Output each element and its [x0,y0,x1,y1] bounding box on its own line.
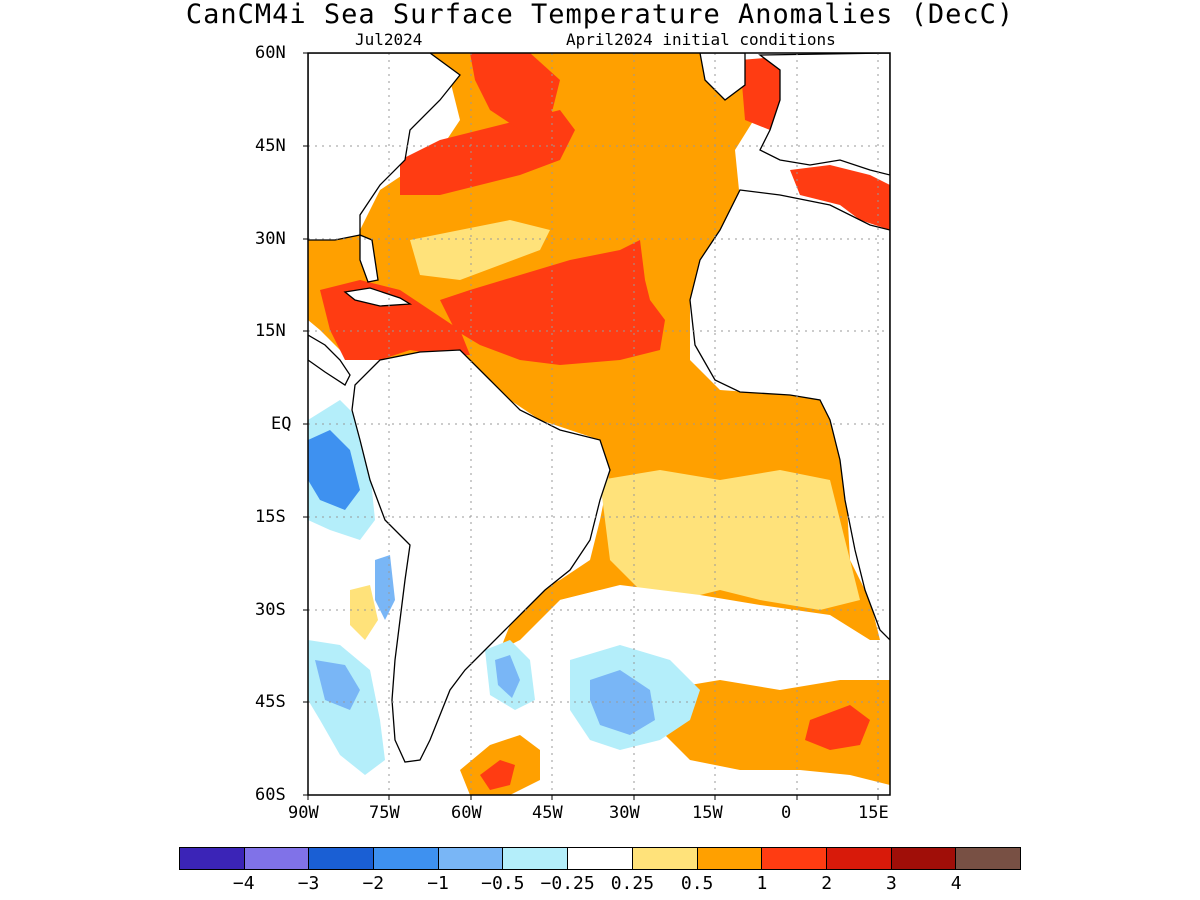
pacific-south-cooler [315,660,360,710]
legend-label: 4 [950,873,962,894]
lon-label-45w: 45W [532,803,563,823]
lon-label-15w: 15W [692,803,723,823]
graticule [308,53,890,795]
map-title: CanCM4i Sea Surface Temperature Anomalie… [185,0,1015,30]
legend-label: −3 [297,873,320,894]
cuba-land [343,287,413,307]
gulf-stream-warm [400,110,575,195]
lat-label-30n: 30N [255,229,286,249]
legend-swatch [762,848,827,869]
falklands-strong-warm [480,760,515,790]
central-america-land [308,334,351,386]
legend-swatch [697,848,763,869]
legend-label: 0.25 [610,873,655,894]
legend-swatch [632,848,698,869]
legend-swatch [180,848,245,869]
lat-label-30s: 30S [255,600,286,620]
land-masses [308,53,890,763]
mid-atlantic-pale-band [410,220,550,280]
lat-label-15n: 15N [255,321,286,341]
north-atlantic-strong-warm [440,240,665,365]
lon-label-0: 0 [781,803,792,823]
lon-label-90w: 90W [288,803,319,823]
legend-label: 1 [756,873,768,894]
tropical-pale-band [600,470,860,610]
initial-conditions-label: April2024 initial conditions [566,30,836,49]
south-atlantic-neutral [560,585,890,690]
legend-label: −2 [362,873,385,894]
europe-land [758,53,890,176]
lon-label-75w: 75W [369,803,400,823]
africa-land [689,189,890,641]
chile-cool-strip [375,555,395,620]
tick-marks [303,52,879,800]
south-atlantic-warm [660,680,890,785]
lat-label-15s: 15S [255,507,286,527]
pacific-west-cooler [308,430,360,510]
legend-label: −4 [232,873,255,894]
pacific-warm-spot [350,585,378,640]
legend-swatch [309,848,375,869]
subpolar-warm [470,53,560,130]
legend-swatch [438,848,504,869]
lat-label-eq: EQ [271,414,292,434]
south-atlantic-cooler [590,670,655,735]
legend-swatch [891,848,957,869]
north-america-land [308,53,461,241]
lat-label-60s: 60S [255,785,286,805]
mediterranean-warm [790,165,890,230]
legend-swatch [374,848,439,869]
valid-month-label: Jul2024 [355,30,423,49]
lat-label-60n: 60N [255,43,286,63]
legend-label: 2 [821,873,833,894]
lat-label-45n: 45N [255,136,286,156]
legend-swatch [503,848,569,869]
legend-swatch [826,848,892,869]
legend-label: −0.5 [481,873,525,894]
legend-swatch [568,848,633,869]
greenland-edge-land [699,53,746,101]
legend-label: −1 [427,873,449,894]
lon-label-15e: 15E [858,803,889,823]
south-atlantic-strong-warm [805,705,870,750]
legend-label: 0.5 [680,873,714,894]
legend-label: −0.25 [540,873,595,894]
south-america-land [351,349,611,763]
patagonia-cooler [495,655,520,698]
lat-label-45s: 45S [255,692,286,712]
lon-label-30w: 30W [609,803,640,823]
color-legend [179,847,1021,870]
legend-swatch [244,848,310,869]
florida-land [359,234,379,283]
legend-label: 3 [886,873,897,894]
legend-swatch [956,848,1020,869]
lon-label-60w: 60W [451,803,482,823]
